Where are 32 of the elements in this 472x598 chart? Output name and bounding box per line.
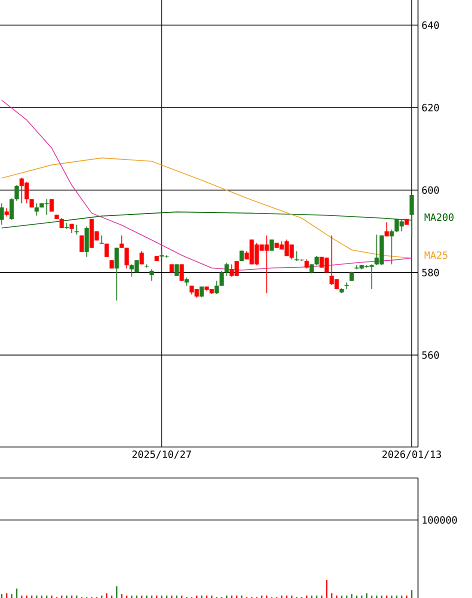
x-tick-label: 2025/10/27 [132,450,191,459]
y-tick-label: 580 [422,268,439,276]
candlestick [304,258,309,269]
candlestick [270,239,274,252]
candlestick [104,243,109,258]
candlestick [200,286,204,298]
candlestick [150,268,154,282]
x-tick-label: 2026/01/13 [382,450,441,459]
y-tick-label: 560 [422,351,439,359]
candlestick [410,194,414,237]
candlestick [0,202,4,226]
y-tick-label: 600 [422,186,439,194]
candlestick [174,264,179,276]
line-series [1,212,412,228]
y-tick-label: 100000 [422,516,457,524]
candlestick [70,223,74,234]
candlestick [114,247,119,302]
y-tick-label: 640 [422,21,439,29]
candlestick [350,271,354,282]
candlestick [384,222,389,237]
y-tick-label: 620 [422,104,439,112]
candlestick [84,226,89,258]
series-label: MA200 [424,213,454,221]
candlestick [180,264,184,282]
series-label: MA25 [424,251,448,259]
candlestick [140,250,144,265]
candlestick [240,250,244,262]
candlestick [50,198,54,212]
candlestick [74,224,79,236]
line-series [1,158,412,259]
candlestick [80,235,84,252]
line-series [1,100,412,270]
